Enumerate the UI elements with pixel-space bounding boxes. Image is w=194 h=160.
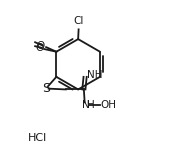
Text: O: O [35,43,43,53]
Text: O: O [23,40,31,50]
Text: H: H [87,100,95,110]
Text: NH: NH [87,70,102,80]
Text: Cl: Cl [73,16,84,26]
Text: HCl: HCl [28,133,47,143]
Text: S: S [42,82,50,95]
Text: OH: OH [101,100,117,110]
Text: N: N [82,100,90,110]
Text: O: O [37,41,45,51]
